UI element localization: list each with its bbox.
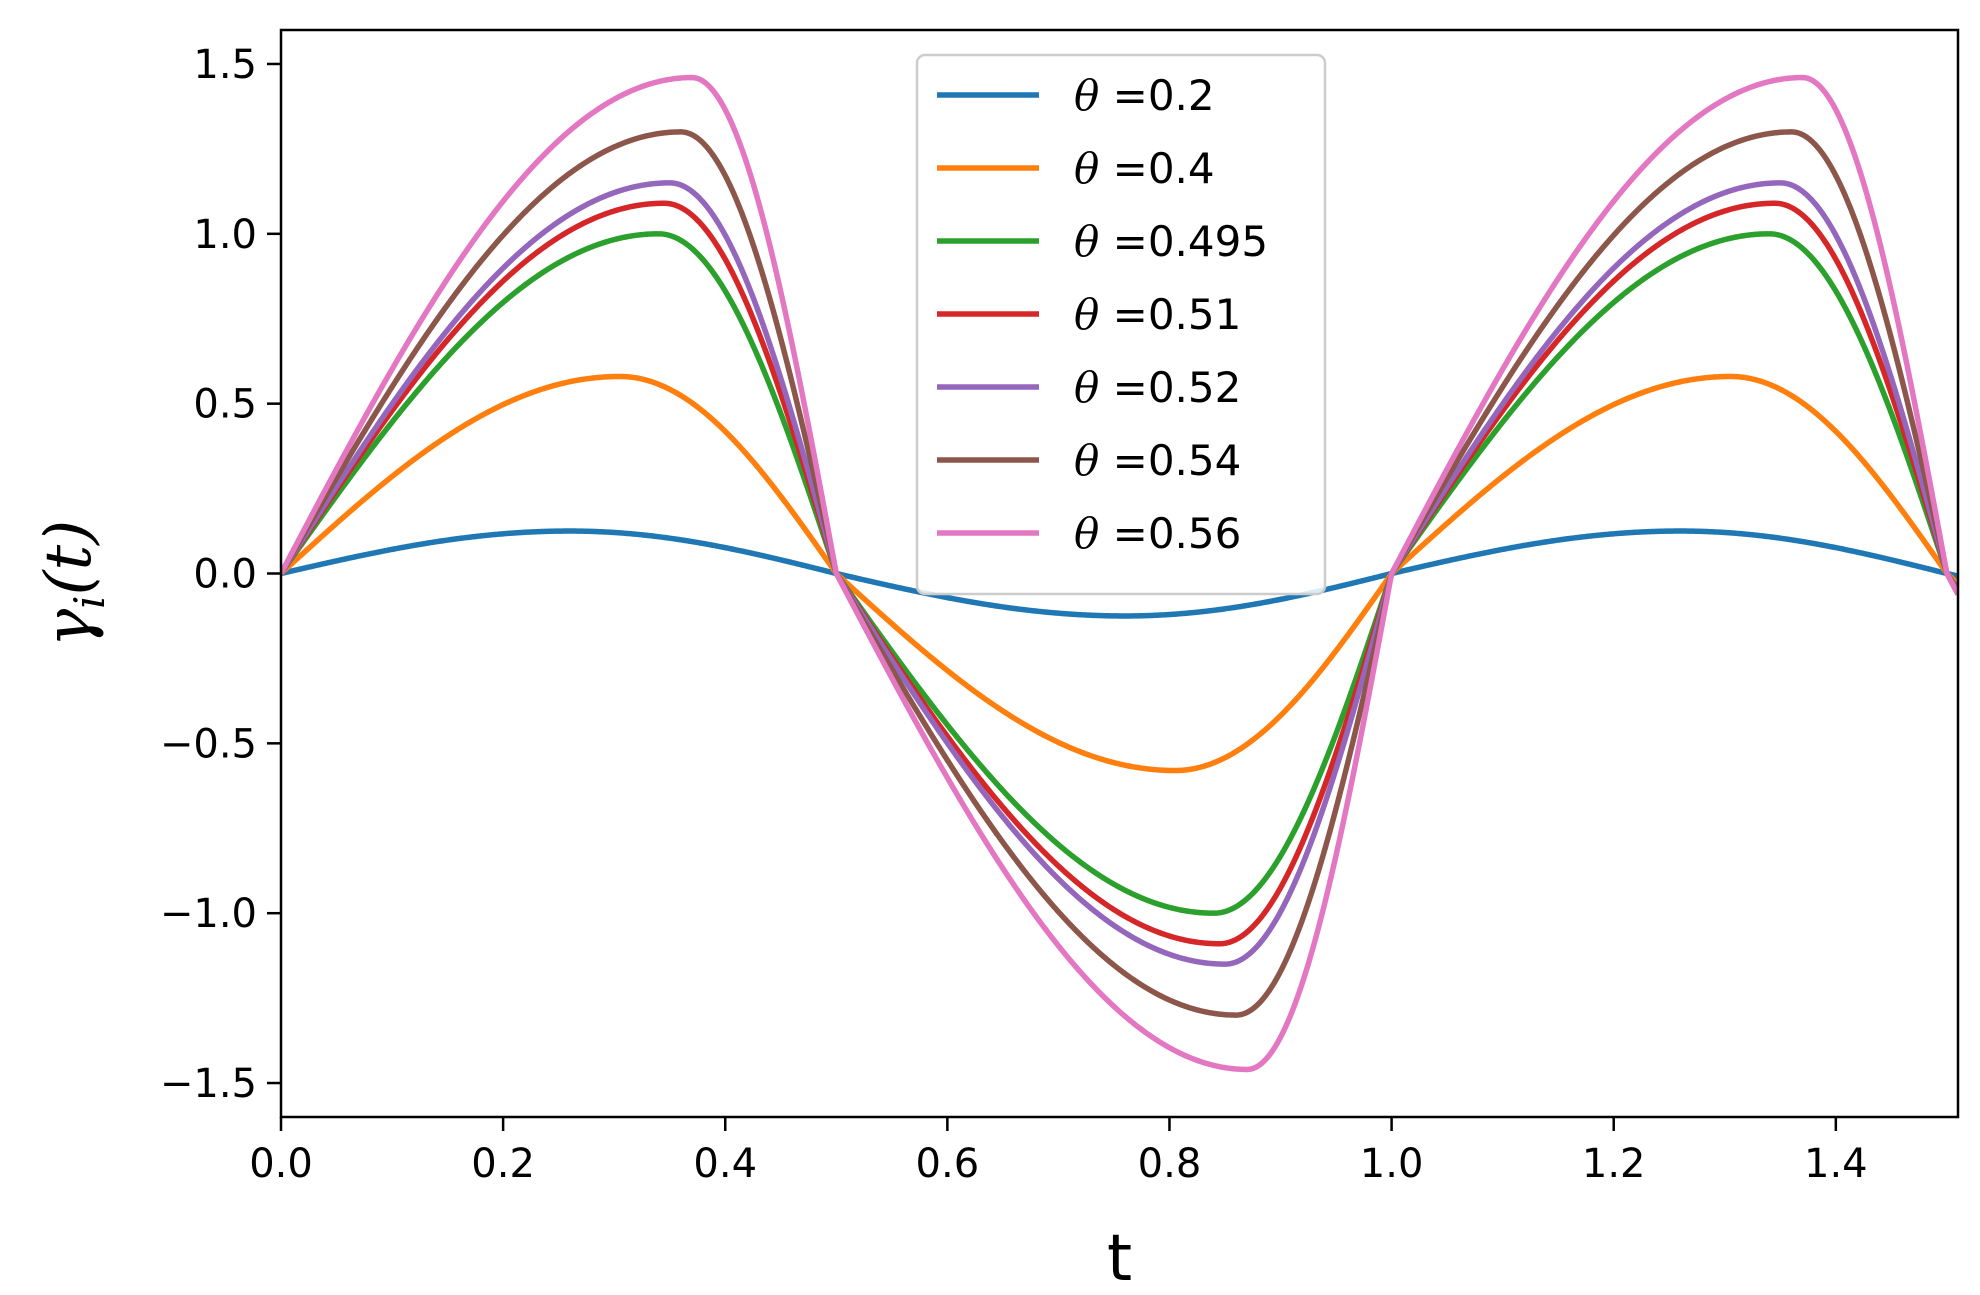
- legend-label: θ =0.54: [1074, 436, 1241, 485]
- x-tick-label: 0.4: [693, 1141, 757, 1187]
- y-tick-label: −1.5: [160, 1061, 257, 1107]
- legend-label: θ =0.51: [1074, 290, 1241, 339]
- series-line-theta-0.52: [281, 180, 1958, 967]
- y-axis-label-sub: i: [65, 595, 114, 608]
- y-axis-label-rest: (t): [32, 520, 106, 596]
- series-line-theta-0.495: [281, 231, 1958, 916]
- legend-item: θ =0.52: [937, 363, 1241, 412]
- series-line-theta-0.54: [281, 129, 1958, 1018]
- curves-layer: [281, 74, 1958, 1073]
- legend-label: θ =0.52: [1074, 363, 1241, 412]
- x-tick-label: 0.0: [249, 1141, 313, 1187]
- y-tick-label: −0.5: [160, 721, 257, 767]
- series-line-theta-0.4: [281, 373, 1958, 774]
- y-tick-label: 1.5: [193, 42, 257, 88]
- x-tick-label: 0.2: [471, 1141, 535, 1187]
- x-tick-label: 1.0: [1360, 1141, 1424, 1187]
- legend-label: θ =0.56: [1074, 509, 1241, 558]
- y-tick-label: 0.0: [193, 552, 257, 598]
- series-line-theta-0.56: [281, 74, 1958, 1073]
- y-axis-label-main: γ: [32, 608, 106, 647]
- x-tick-label: 1.4: [1804, 1141, 1868, 1187]
- legend-item: θ =0.54: [937, 436, 1241, 485]
- legend-item: θ =0.56: [937, 509, 1241, 558]
- legend-item: θ =0.4: [937, 144, 1215, 193]
- y-tick-label: −1.0: [160, 891, 257, 937]
- legend-item: θ =0.51: [937, 290, 1241, 339]
- y-axis-label: γi(t): [32, 520, 114, 647]
- series-line-theta-0.2: [281, 528, 1958, 619]
- x-tick-label: 1.2: [1582, 1141, 1646, 1187]
- x-tick-label: 0.6: [916, 1141, 980, 1187]
- x-tick-label: 0.8: [1138, 1141, 1202, 1187]
- series-line-theta-0.51: [281, 200, 1958, 947]
- legend-label: θ =0.2: [1074, 71, 1215, 120]
- y-tick-label: 0.5: [193, 382, 257, 428]
- legend-item: θ =0.2: [937, 71, 1215, 120]
- legend-label: θ =0.495: [1074, 217, 1268, 266]
- y-axis: −1.5 −1.0 −0.5 0.0 0.5 1.0 1.5: [160, 42, 281, 1107]
- y-tick-label: 1.0: [193, 212, 257, 258]
- legend-item: θ =0.495: [937, 217, 1268, 266]
- x-axis-label: t: [1107, 1222, 1132, 1295]
- legend-label: θ =0.4: [1074, 144, 1215, 193]
- x-axis: 0.0 0.2 0.4 0.6 0.8 1.0 1.2 1.4: [249, 1117, 1868, 1187]
- legend: θ =0.2 θ =0.4 θ =0.495 θ =0.51 θ =0.52 θ =0.5…: [915, 53, 1327, 596]
